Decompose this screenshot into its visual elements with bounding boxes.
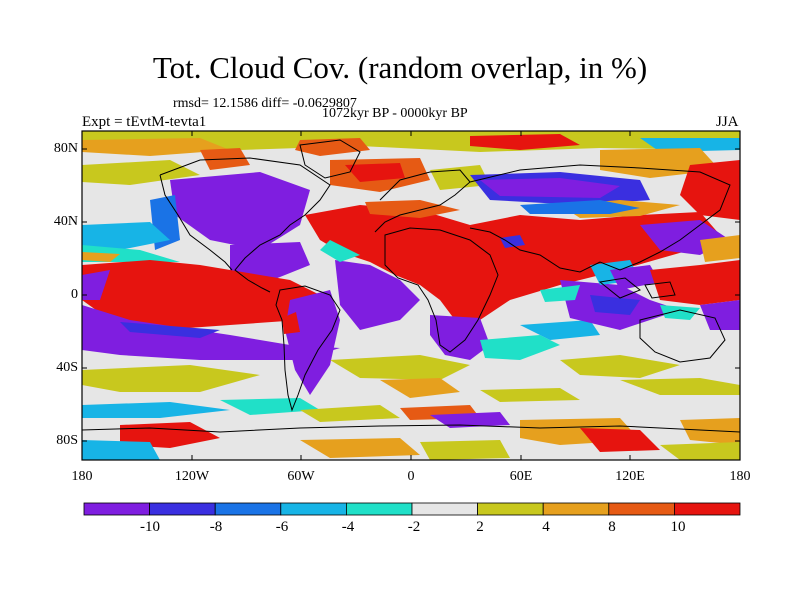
field-patch [82,222,170,250]
period-text: 1072kyr BP - 0000kyr BP [322,106,468,121]
colorbar-swatch [674,502,741,516]
coastline-europe [374,169,471,233]
colorbar-label: -6 [275,519,289,535]
field-patch [500,235,525,248]
field-patch [82,440,160,460]
field-patch [680,160,740,220]
field-patch [82,252,120,262]
coastline-antarctica [82,424,740,433]
colorbar-label: 4 [542,519,550,535]
colorbar-swatch [542,502,610,516]
field-patch [660,442,740,460]
coastline-north-america [159,157,331,293]
coastline-australia [639,309,726,363]
field-patch [610,265,660,290]
field-patch [305,205,720,320]
coastline-north-america-west [159,174,233,271]
field-patch [380,378,460,398]
field-patch [82,365,260,392]
lon-label: 180 [729,469,751,484]
field-patch [82,402,230,418]
lat-label: 0 [71,287,78,302]
map-title: Tot. Cloud Cov. (random overlap, in %) [152,50,648,85]
field-patch [480,178,620,198]
field-patch [620,378,740,395]
coastlines [82,139,740,433]
colorbar-swatch [345,502,413,516]
field-patch [82,260,330,330]
experiment-label: Expt = tEvtM-tevta1 [82,114,207,130]
coastline-asia [469,164,731,273]
field-patch [82,138,230,156]
field-patch [82,270,110,300]
colorbar-swatch [280,502,347,516]
lon-label: 60W [287,469,315,484]
field-patch [650,260,740,305]
lon-label: 60E [509,469,533,484]
coastline-greenland [299,139,361,179]
lat-label: 80S [56,433,78,448]
colorbar-label: -2 [407,519,421,535]
coastline-maritime [598,277,676,299]
lat-label: 40S [56,360,78,375]
field-patch [335,260,420,330]
colorbar-label: -10 [140,519,160,535]
field-patch [420,440,510,460]
field-patch [580,428,660,452]
field-patch [82,160,200,185]
field-patch [170,172,310,250]
field-patch [300,405,400,422]
field-patch [700,235,740,262]
field-patch [700,300,740,330]
field-patch [660,305,700,320]
colorbar-label: 10 [670,519,686,535]
field-patch [590,295,640,315]
lon-label: 120W [174,469,210,484]
colorbar-label: 8 [608,519,616,535]
field-patch [300,438,420,458]
tick-marks [81,131,741,460]
lon-label: 0 [407,469,415,484]
stats-text: rmsd= 12.1586 diff= -0.0629807 [173,96,357,111]
colorbar-label: -8 [209,519,223,535]
field-patch [430,412,510,428]
colorbar-swatch [83,502,150,516]
field-patch [520,320,600,340]
field-patch [82,131,740,152]
colorbar-label: -4 [341,519,355,535]
colorbar-swatch [214,502,282,516]
colorbar-swatch [477,502,544,516]
field-patch [320,240,360,262]
season-label: JJA [716,114,739,130]
lat-label: 80N [53,141,78,156]
field-patch [480,335,560,360]
field-patch [285,290,340,395]
colorbar-swatch [149,502,216,516]
field-patch [330,355,470,380]
field-patch [295,138,370,156]
field-patch [540,285,580,302]
field-patch [680,418,740,445]
colorbar-label: 2 [476,519,484,535]
coastline-south-america [275,285,341,412]
colorbar-swatch [411,502,478,516]
lon-label: 180 [71,469,93,484]
colorbar [83,502,741,516]
field-patch [120,322,220,338]
field-patch [365,200,460,218]
coastline-africa [384,227,499,353]
field-patch [560,355,680,378]
field-patch [345,163,405,182]
field-patch [480,388,580,402]
lon-label: 120E [615,469,645,484]
field-patch [282,312,300,334]
field-patch [470,134,580,150]
colorbar-swatch [608,502,675,516]
lat-label: 40N [53,214,78,229]
cloud-field [82,131,740,460]
field-patch [520,200,640,214]
field-patch [640,138,740,152]
